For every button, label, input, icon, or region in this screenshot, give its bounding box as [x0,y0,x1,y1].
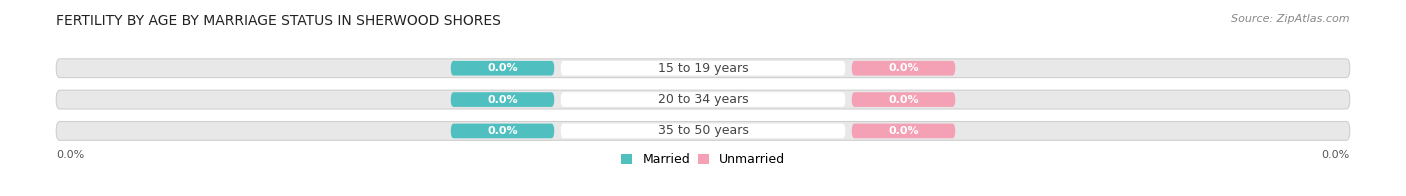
Text: 20 to 34 years: 20 to 34 years [658,93,748,106]
Text: 0.0%: 0.0% [1322,150,1350,160]
FancyBboxPatch shape [451,124,554,138]
FancyBboxPatch shape [56,90,1350,109]
Text: 0.0%: 0.0% [488,126,517,136]
Legend: Married, Unmarried: Married, Unmarried [621,153,785,166]
Text: 0.0%: 0.0% [56,150,84,160]
FancyBboxPatch shape [561,92,845,107]
Text: 0.0%: 0.0% [488,63,517,73]
Text: Source: ZipAtlas.com: Source: ZipAtlas.com [1232,14,1350,24]
FancyBboxPatch shape [56,59,1350,78]
Text: 0.0%: 0.0% [889,63,918,73]
FancyBboxPatch shape [561,61,845,75]
Text: 0.0%: 0.0% [889,126,918,136]
FancyBboxPatch shape [56,122,1350,140]
Text: 0.0%: 0.0% [488,94,517,105]
FancyBboxPatch shape [451,92,554,107]
FancyBboxPatch shape [451,61,554,75]
Text: 15 to 19 years: 15 to 19 years [658,62,748,75]
Text: 35 to 50 years: 35 to 50 years [658,124,748,137]
FancyBboxPatch shape [852,92,955,107]
Text: FERTILITY BY AGE BY MARRIAGE STATUS IN SHERWOOD SHORES: FERTILITY BY AGE BY MARRIAGE STATUS IN S… [56,14,501,28]
FancyBboxPatch shape [852,61,955,75]
Text: 0.0%: 0.0% [889,94,918,105]
FancyBboxPatch shape [852,124,955,138]
FancyBboxPatch shape [561,124,845,138]
